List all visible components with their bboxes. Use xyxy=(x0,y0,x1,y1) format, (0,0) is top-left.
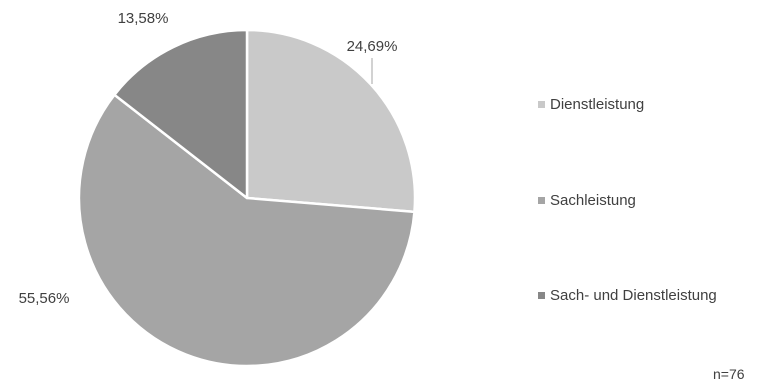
legend-item-sachleistung: Sachleistung xyxy=(538,192,636,209)
pie-slices xyxy=(77,28,417,368)
legend-item-dienstleistung: Dienstleistung xyxy=(538,96,644,113)
slice-sach-und-dienstleistung xyxy=(113,28,249,200)
legend-label-dienstleistung: Dienstleistung xyxy=(550,96,645,113)
legend-swatch-dienstleistung xyxy=(538,101,545,108)
slice-dienstleistung xyxy=(245,28,417,214)
legend: Dienstleistung Sachleistung Sach- und Di… xyxy=(538,0,773,390)
data-labels: 24,69% 55,56% 13,58% xyxy=(19,10,398,307)
legend-swatch-sach-und-dienstleistung xyxy=(538,292,545,299)
legend-swatch-sachleistung xyxy=(538,197,545,204)
slice-sachleistung xyxy=(77,93,416,368)
data-label-sach-und-dienstleistung: 13,58% xyxy=(118,10,169,27)
data-label-dienstleistung: 24,69% xyxy=(347,38,398,55)
legend-label-sachleistung: Sachleistung xyxy=(550,192,636,209)
data-label-sachleistung: 55,56% xyxy=(19,290,70,307)
sample-size-note: n=76 xyxy=(713,366,745,382)
legend-item-sach-und-dienstleistung: Sach- und Dienstleistung xyxy=(538,287,717,304)
legend-label-sach-und-dienstleistung: Sach- und Dienstleistung xyxy=(550,287,717,304)
